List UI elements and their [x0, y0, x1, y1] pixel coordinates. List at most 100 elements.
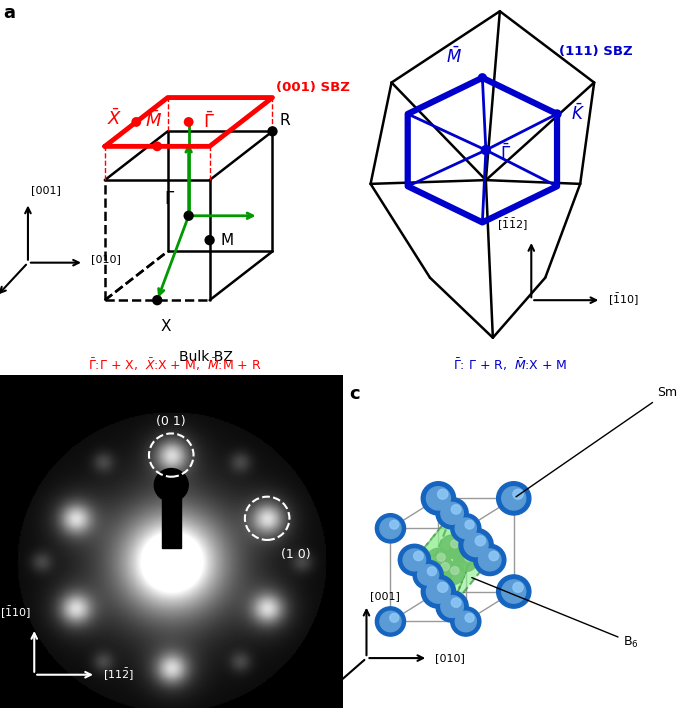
Circle shape [421, 481, 456, 515]
Text: R: R [279, 113, 290, 127]
Text: Bulk BZ: Bulk BZ [179, 350, 233, 364]
Text: $\Gamma$: $\Gamma$ [164, 190, 175, 208]
Circle shape [459, 528, 493, 561]
Circle shape [456, 611, 476, 632]
Circle shape [375, 514, 406, 543]
Circle shape [501, 486, 525, 510]
Point [480, 144, 491, 156]
Text: [$\bar{1}$10]: [$\bar{1}$10] [0, 605, 31, 622]
Circle shape [501, 580, 525, 603]
Circle shape [451, 540, 459, 548]
Text: Sm: Sm [516, 386, 677, 497]
Circle shape [421, 575, 456, 608]
Circle shape [451, 598, 461, 607]
Circle shape [438, 583, 448, 593]
Circle shape [427, 567, 436, 576]
Circle shape [380, 518, 401, 539]
Circle shape [413, 560, 443, 590]
Circle shape [513, 583, 523, 593]
Text: M: M [220, 233, 233, 248]
Circle shape [479, 549, 501, 571]
Circle shape [438, 489, 448, 499]
Text: $\bar{\Gamma}$: $\bar{\Gamma}$ [203, 112, 214, 132]
Circle shape [441, 595, 463, 617]
Text: $\bar{\Gamma}$: $\Gamma$ + R,  $\bar{M}$:X + M: $\bar{\Gamma}$: $\Gamma$ + R, $\bar{M}$:… [453, 357, 567, 373]
Point [183, 210, 194, 222]
Text: $\bar{\Gamma}$:$\Gamma$ + X,  $\bar{X}$:X + M,  $\bar{M}$:M + R: $\bar{\Gamma}$:$\Gamma$ + X, $\bar{X}$:X… [88, 357, 262, 373]
Circle shape [436, 591, 469, 622]
Point [131, 116, 142, 127]
Polygon shape [452, 545, 490, 607]
Text: [010]: [010] [91, 254, 121, 264]
Polygon shape [428, 513, 490, 575]
Text: $\bar{M}$: $\bar{M}$ [445, 46, 462, 67]
Circle shape [513, 489, 523, 499]
Text: (001) SBZ: (001) SBZ [276, 81, 350, 93]
Bar [162, 485, 181, 548]
Circle shape [390, 613, 399, 622]
Text: b: b [7, 385, 20, 404]
Circle shape [464, 553, 473, 561]
Circle shape [440, 561, 464, 585]
Circle shape [449, 539, 474, 562]
Circle shape [418, 565, 438, 585]
Circle shape [489, 552, 499, 561]
Circle shape [451, 514, 481, 543]
Point [151, 295, 162, 306]
Circle shape [436, 498, 469, 529]
Circle shape [464, 533, 488, 556]
Point [204, 234, 215, 246]
Circle shape [451, 566, 459, 575]
Circle shape [441, 503, 463, 525]
Circle shape [403, 549, 425, 571]
Circle shape [426, 580, 451, 603]
Text: a: a [3, 4, 16, 22]
Circle shape [460, 544, 469, 552]
Text: (111) SBZ: (111) SBZ [559, 45, 633, 58]
Text: $\bar{X}$: $\bar{X}$ [107, 108, 123, 129]
Point [183, 116, 194, 127]
Circle shape [375, 607, 406, 636]
Text: (0 1): (0 1) [156, 416, 186, 428]
Text: X: X [161, 319, 171, 334]
Text: [010]: [010] [435, 653, 465, 663]
Circle shape [426, 486, 451, 510]
Polygon shape [452, 513, 490, 560]
Text: [$\bar{1}\bar{1}$2]: [$\bar{1}\bar{1}$2] [497, 217, 527, 233]
Circle shape [451, 505, 461, 514]
Circle shape [154, 469, 188, 501]
Circle shape [437, 553, 445, 561]
Circle shape [497, 575, 531, 608]
Circle shape [451, 607, 481, 636]
Circle shape [414, 552, 423, 561]
Circle shape [453, 548, 478, 571]
Circle shape [380, 611, 401, 632]
Text: [100]: [100] [299, 691, 329, 702]
Circle shape [430, 558, 455, 581]
Circle shape [465, 520, 474, 529]
Circle shape [390, 520, 399, 529]
Circle shape [465, 613, 474, 622]
Point [151, 141, 162, 152]
Circle shape [456, 518, 476, 539]
Polygon shape [414, 513, 476, 560]
Text: $\bar{K}$: $\bar{K}$ [571, 103, 585, 124]
Text: [001]: [001] [32, 185, 62, 195]
Circle shape [441, 563, 449, 571]
Circle shape [473, 544, 506, 576]
Text: c: c [349, 385, 360, 404]
Point [267, 126, 278, 137]
Circle shape [497, 481, 531, 515]
Circle shape [475, 536, 486, 546]
Text: $\bar{M}$: $\bar{M}$ [145, 110, 162, 132]
Point [477, 72, 488, 84]
Text: $\bar{\Gamma}$: $\bar{\Gamma}$ [500, 144, 511, 164]
Text: [001]: [001] [370, 591, 400, 602]
Polygon shape [414, 545, 476, 607]
Point [551, 108, 562, 120]
Text: [$\bar{1}$10]: [$\bar{1}$10] [608, 292, 639, 308]
Polygon shape [414, 513, 452, 575]
Circle shape [398, 544, 431, 576]
Circle shape [426, 548, 451, 571]
Text: (1 0): (1 0) [281, 548, 310, 561]
